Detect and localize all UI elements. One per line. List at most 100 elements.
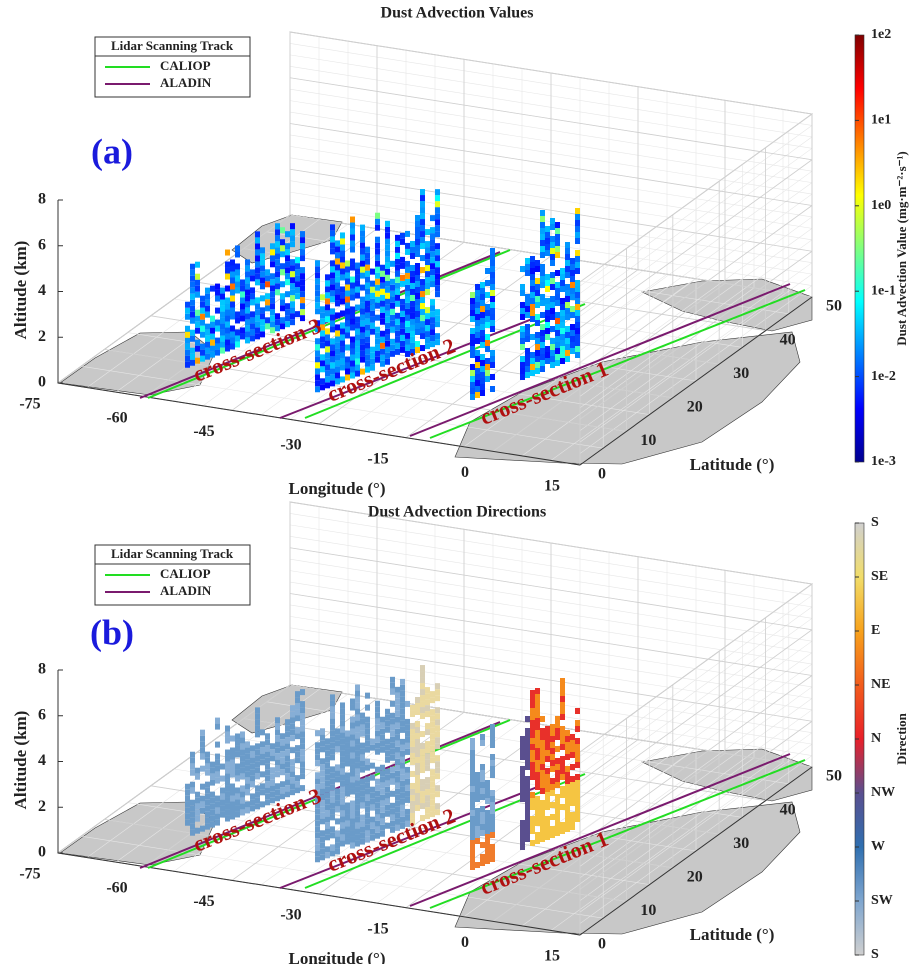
curtain-cell — [525, 306, 530, 312]
curtain-cell — [360, 224, 365, 231]
curtain-cell — [470, 840, 475, 846]
curtain-cell — [375, 212, 380, 219]
curtain-cell — [550, 272, 555, 278]
curtain-cell — [275, 795, 280, 802]
curtain-cell — [555, 228, 560, 234]
curtain-cell — [380, 300, 385, 307]
curtain-cell — [380, 770, 385, 777]
curtain-cell — [360, 248, 365, 255]
curtain-cell — [355, 786, 360, 793]
curtain-cell — [520, 338, 525, 344]
curtain-cell — [335, 776, 340, 783]
curtain-cell — [475, 350, 480, 356]
curtain-cell — [375, 344, 380, 351]
curtain-cell — [340, 274, 345, 281]
curtain-cell — [345, 320, 350, 327]
curtain-cell — [210, 333, 215, 340]
curtain-cell — [235, 287, 240, 294]
curtain-cell — [190, 781, 195, 788]
curtain-cell — [560, 310, 565, 316]
curtain-cell — [240, 755, 245, 762]
curtain-cell — [540, 800, 545, 806]
curtain-cell — [435, 243, 440, 250]
curtain-cell — [350, 812, 355, 819]
curtain-cell — [480, 312, 485, 318]
x-tick-label: -60 — [106, 409, 127, 426]
curtain-cell — [360, 368, 365, 375]
curtain-cell — [215, 777, 220, 784]
curtain-cell — [575, 708, 580, 714]
curtain-cell — [535, 706, 540, 712]
curtain-cell — [415, 311, 420, 317]
curtain-cell — [260, 259, 265, 266]
curtain-cell — [340, 732, 345, 739]
curtain-cell — [530, 750, 535, 756]
curtain-cell — [290, 223, 295, 230]
curtain-cell — [315, 362, 320, 369]
curtain-cell — [325, 328, 330, 335]
curtain-cell — [190, 269, 195, 276]
curtain-cell — [360, 326, 365, 333]
curtain-cell — [260, 729, 265, 736]
curtain-cell — [225, 737, 230, 744]
curtain-cell — [550, 784, 555, 790]
curtain-cell — [195, 773, 200, 780]
curtain-cell — [230, 765, 235, 772]
curtain-cell — [520, 344, 525, 350]
curtain-cell — [370, 358, 375, 365]
curtain-cell — [420, 321, 425, 328]
curtain-cell — [405, 326, 410, 333]
curtain-cell — [560, 828, 565, 834]
curtain-cell — [360, 754, 365, 761]
curtain-cell — [295, 733, 300, 740]
curtain-cell — [225, 261, 230, 268]
curtain-cell — [315, 302, 320, 309]
curtain-cell — [290, 711, 295, 718]
curtain-cell — [435, 225, 440, 232]
curtain-cell — [375, 748, 380, 755]
curtain-cell — [555, 722, 560, 728]
curtain-cell — [570, 812, 575, 818]
curtain-cell — [270, 755, 275, 762]
curtain-cell — [435, 207, 440, 214]
curtain-cell — [320, 734, 325, 741]
curtain-cell — [265, 763, 270, 770]
scan-track — [279, 311, 551, 419]
curtain-cell — [375, 290, 380, 297]
curtain-cell — [190, 763, 195, 770]
curtain-cell — [260, 801, 265, 808]
curtain-cell — [365, 300, 370, 307]
minor-grid — [579, 285, 813, 454]
curtain-cell — [535, 772, 540, 778]
curtain-cell — [190, 799, 195, 806]
curtain-cell — [255, 321, 260, 328]
curtain-cell — [435, 755, 440, 762]
curtain-cell — [245, 271, 250, 278]
curtain-cell — [365, 342, 370, 349]
curtain-cell — [265, 751, 270, 758]
curtain-cell — [550, 242, 555, 248]
curtain-cell — [425, 229, 430, 236]
curtain-cell — [490, 814, 495, 820]
curtain-cell — [275, 259, 280, 266]
curtain-cell — [475, 386, 480, 392]
curtain-cell — [355, 804, 360, 811]
curtain-cell — [545, 274, 550, 280]
curtain-cell — [235, 251, 240, 258]
curtain-cell — [295, 281, 300, 288]
curtain-cell — [350, 282, 355, 289]
curtain-cell — [410, 812, 415, 819]
curtain-cell — [570, 824, 575, 830]
curtain-cell — [355, 828, 360, 835]
curtain-cell — [470, 756, 475, 762]
curtain-cell — [185, 331, 190, 338]
curtain-cell — [350, 782, 355, 789]
grid-line — [579, 629, 813, 799]
curtain-cell — [535, 796, 540, 802]
curtain-cell — [300, 291, 305, 298]
curtain-cell — [245, 325, 250, 332]
curtain-cell — [435, 725, 440, 732]
colorbar-tick-label: 1e-2 — [871, 369, 896, 384]
curtain-cell — [195, 815, 200, 822]
curtain-cell — [300, 773, 305, 780]
